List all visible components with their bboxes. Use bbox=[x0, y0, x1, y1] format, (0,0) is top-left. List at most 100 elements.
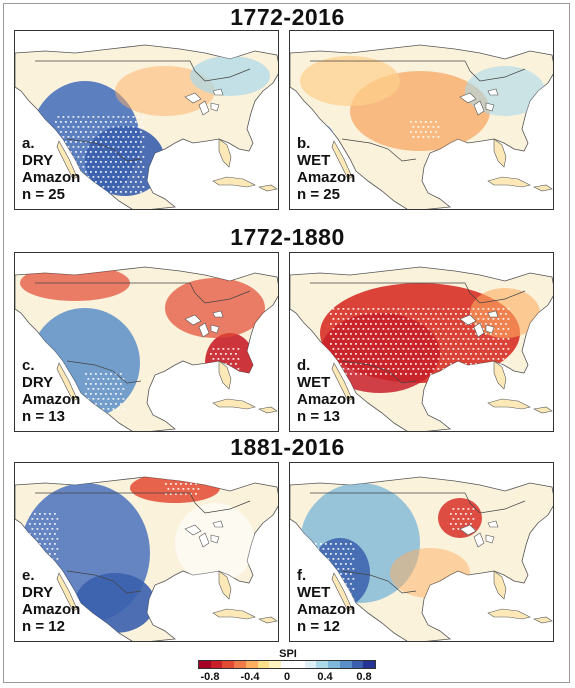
spi-anomaly-region bbox=[115, 66, 215, 116]
panel-count: n = 25 bbox=[22, 186, 65, 203]
panel-letter: e. bbox=[22, 567, 35, 584]
panel-count: n = 12 bbox=[297, 618, 340, 635]
panel-region: Amazon bbox=[297, 169, 356, 186]
legend-swatch bbox=[316, 661, 329, 668]
panel-count: n = 25 bbox=[297, 186, 340, 203]
map-e bbox=[15, 476, 278, 641]
us-canada-border bbox=[310, 60, 526, 82]
us-mexico-border bbox=[66, 570, 142, 594]
landmass-outline bbox=[331, 140, 353, 180]
landmass-outline bbox=[56, 572, 78, 612]
great-lake bbox=[473, 322, 485, 338]
map-panel-a: a. DRY Amazon n = 25 bbox=[14, 30, 279, 210]
panel-letter: c. bbox=[22, 357, 35, 374]
significance-stippling bbox=[330, 308, 510, 375]
panel-phase: DRY bbox=[22, 152, 54, 169]
legend-swatch bbox=[363, 661, 376, 668]
panel-count: n = 12 bbox=[22, 618, 65, 635]
landmass-outline bbox=[533, 406, 553, 414]
us-mexico-border bbox=[341, 138, 417, 162]
panel-label-f: f. WET Amazon n = 12 bbox=[297, 567, 355, 635]
great-lake bbox=[184, 314, 202, 326]
map-d bbox=[290, 266, 553, 431]
panel-label-e: e. DRY Amazon n = 12 bbox=[22, 567, 80, 635]
us-canada-border bbox=[35, 492, 251, 514]
great-lake bbox=[210, 534, 220, 544]
great-lake bbox=[212, 88, 224, 96]
panel-letter: a. bbox=[22, 135, 35, 152]
legend-tick-label: 0.8 bbox=[356, 671, 372, 683]
map-c bbox=[15, 266, 278, 431]
legend-swatch bbox=[245, 661, 258, 668]
map-panel-d: d. WET Amazon n = 13 bbox=[289, 252, 554, 432]
great-lake bbox=[184, 92, 202, 104]
panel-letter: b. bbox=[297, 135, 311, 152]
map-panel-c: c. DRY Amazon n = 13 bbox=[14, 252, 279, 432]
us-canada-border bbox=[35, 60, 251, 82]
landmass-outline bbox=[212, 176, 256, 188]
legend-tick-label: -0.4 bbox=[240, 671, 260, 683]
us-mexico-border bbox=[341, 570, 417, 594]
great-lake bbox=[487, 520, 499, 528]
significance-stippling bbox=[410, 121, 440, 138]
spi-anomaly-region bbox=[390, 548, 470, 598]
panel-label-c: c. DRY Amazon n = 13 bbox=[22, 357, 80, 425]
us-canada-border bbox=[35, 282, 251, 304]
landmass-outline bbox=[487, 608, 531, 620]
panel-region: Amazon bbox=[22, 601, 81, 618]
period-title-3: 1881-2016 bbox=[230, 434, 345, 460]
legend-tick-label: -0.8 bbox=[200, 671, 220, 683]
panel-phase: DRY bbox=[22, 374, 54, 391]
spi-anomaly-region bbox=[190, 56, 270, 96]
great-lake bbox=[485, 324, 495, 334]
great-lake bbox=[210, 324, 220, 334]
landmass-outline bbox=[533, 616, 553, 624]
legend-swatch bbox=[281, 661, 293, 668]
landmass-outline bbox=[218, 570, 232, 600]
spi-anomaly-region bbox=[438, 498, 482, 538]
legend-swatch bbox=[304, 661, 317, 668]
spi-anomaly-region bbox=[465, 66, 545, 116]
legend-swatch bbox=[257, 661, 270, 668]
map-f bbox=[290, 476, 553, 641]
map-panel-f: f. WET Amazon n = 12 bbox=[289, 462, 554, 642]
legend-swatch bbox=[351, 661, 364, 668]
great-lake bbox=[473, 532, 485, 548]
great-lake bbox=[198, 532, 210, 548]
spi-anomaly-region bbox=[75, 573, 155, 633]
period-title-1: 1772-2016 bbox=[230, 4, 345, 30]
landmass-outline bbox=[212, 398, 256, 410]
great-lake bbox=[210, 102, 220, 112]
landmass-outline bbox=[212, 608, 256, 620]
legend-colorbar bbox=[198, 660, 376, 669]
spi-anomaly-region bbox=[175, 503, 255, 583]
panel-label-b: b. WET Amazon n = 25 bbox=[297, 135, 355, 203]
legend-ticks: -0.8 -0.4 0 0.4 0.8 bbox=[196, 671, 380, 684]
landmass-outline bbox=[533, 184, 553, 192]
landmass-outline bbox=[493, 360, 507, 390]
us-canada-border bbox=[310, 492, 526, 514]
panel-phase: WET bbox=[297, 152, 331, 169]
great-lake bbox=[459, 92, 477, 104]
great-lake bbox=[198, 100, 210, 116]
panel-label-a: a. DRY Amazon n = 25 bbox=[22, 135, 80, 203]
great-lake bbox=[459, 314, 477, 326]
map-panel-e: e. DRY Amazon n = 12 bbox=[14, 462, 279, 642]
landmass-outline bbox=[218, 138, 232, 168]
panel-letter: d. bbox=[297, 357, 311, 374]
period-title-2: 1772-1880 bbox=[230, 224, 345, 250]
legend-swatch bbox=[210, 661, 223, 668]
panel-count: n = 13 bbox=[22, 408, 65, 425]
great-lake bbox=[459, 524, 477, 536]
us-mexico-border bbox=[341, 360, 417, 384]
map-b bbox=[290, 44, 553, 209]
great-lake bbox=[212, 520, 224, 528]
panel-region: Amazon bbox=[22, 391, 81, 408]
great-lake bbox=[212, 310, 224, 318]
legend-swatch bbox=[328, 661, 340, 668]
great-lake bbox=[198, 322, 210, 338]
spi-anomaly-region bbox=[130, 477, 220, 503]
great-lake bbox=[485, 534, 495, 544]
figure-frame bbox=[3, 3, 570, 683]
legend-swatch bbox=[292, 661, 305, 668]
